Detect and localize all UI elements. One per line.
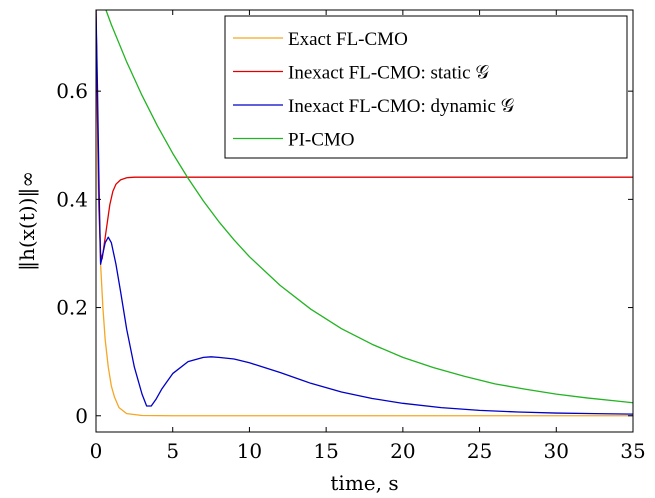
series-line-3 [96, 10, 633, 415]
x-tick-label: 30 [544, 439, 569, 463]
legend-label-4: PI-CMO [288, 130, 355, 151]
x-tick-label: 10 [237, 439, 262, 463]
x-tick-label: 35 [620, 439, 645, 463]
x-axis-label: time, s [330, 471, 398, 495]
legend-label-3: Inexact FL-CMO: dynamic 𝒢 [288, 96, 515, 117]
y-tick-label: 0.2 [56, 296, 88, 320]
legend-label-2: Inexact FL-CMO: static 𝒢 [288, 63, 489, 84]
plot-area-frame [95, 9, 634, 433]
x-tick-label: 20 [390, 439, 415, 463]
y-tick-label: 0 [75, 404, 88, 428]
y-axis-label: ‖h(x(t))‖∞ [15, 171, 40, 271]
legend-label-1: Exact FL-CMO [288, 29, 408, 50]
series-line-4 [105, 10, 633, 404]
y-tick-label: 0.6 [56, 79, 88, 103]
x-tick-label: 25 [467, 439, 492, 463]
series-line-1 [96, 10, 633, 417]
y-tick-label: 0.4 [56, 187, 88, 211]
x-tick-label: 0 [90, 439, 103, 463]
x-tick-label: 5 [166, 439, 179, 463]
legend-box [224, 15, 628, 159]
x-tick-label: 15 [313, 439, 338, 463]
